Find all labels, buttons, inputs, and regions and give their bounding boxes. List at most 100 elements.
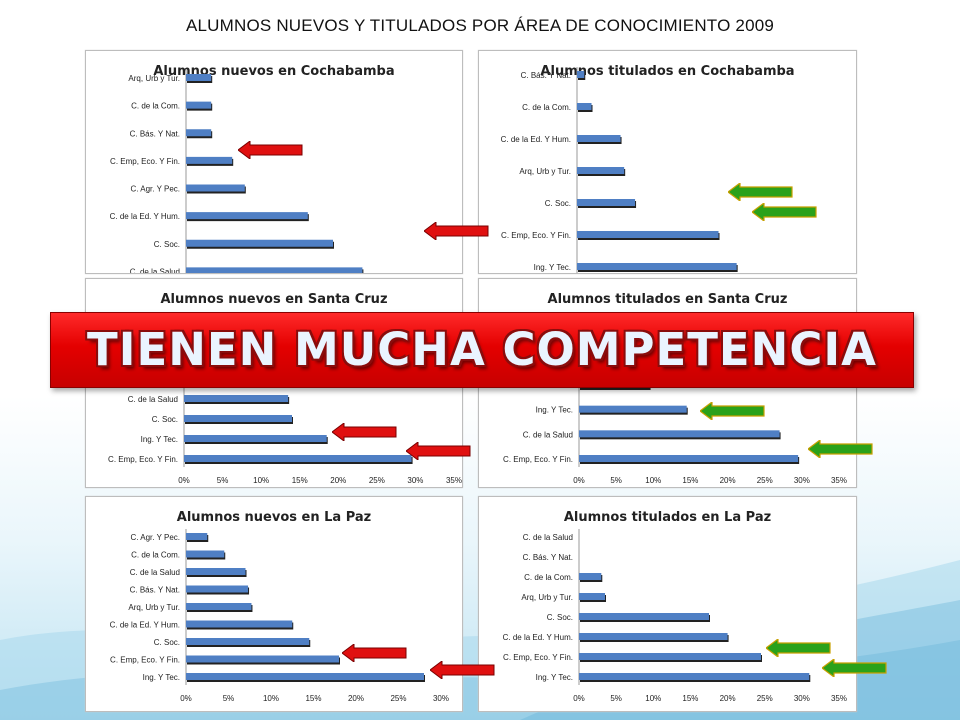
- category-label: C. Emp, Eco. Y Fin.: [501, 231, 571, 240]
- category-label: C. Bás. Y Nat.: [130, 586, 180, 595]
- bar: [186, 184, 245, 192]
- chart-title: Alumnos nuevos en La Paz: [177, 510, 371, 525]
- bar: [577, 135, 621, 142]
- slide-title: ALUMNOS NUEVOS Y TITULADOS POR ÁREA DE C…: [185, 16, 775, 35]
- red-arrow-nuevos-cbba-ing: [424, 222, 489, 240]
- chart-titulados-la-paz: Alumnos titulados en La Paz C. de la Salu…: [503, 510, 847, 703]
- x-tick-label: 5%: [223, 694, 235, 703]
- x-tick-label: 30%: [794, 476, 810, 485]
- category-label: C. Emp, Eco. Y Fin.: [503, 455, 573, 464]
- x-tick-label: 30%: [433, 694, 449, 703]
- x-tick-label: 5%: [217, 476, 229, 485]
- category-label: C. Emp, Eco. Y Fin.: [503, 653, 573, 662]
- bar: [577, 263, 737, 270]
- red-arrow-nuevos-lpz-ing: [430, 661, 495, 679]
- bar: [184, 395, 289, 402]
- chart-panel-nuevos-la-paz: Alumnos nuevos en La Paz C. Agr. Y Pec. C.…: [85, 496, 463, 712]
- x-tick-label: 30%: [407, 476, 423, 485]
- green-arrow-titulados-scz-ing: [700, 402, 765, 420]
- x-tick-label: 0%: [573, 694, 585, 703]
- category-label: C. de la Salud: [130, 568, 180, 577]
- x-tick-label: 15%: [305, 694, 321, 703]
- bar: [186, 212, 308, 220]
- bar: [577, 199, 636, 206]
- red-arrow-nuevos-scz-emp: [406, 442, 471, 460]
- category-label: Arq, Urb y Tur.: [519, 167, 571, 176]
- bar: [186, 568, 246, 575]
- x-tick-label: 0%: [178, 476, 190, 485]
- category-label: Arq, Urb y Tur.: [128, 603, 180, 612]
- bar: [186, 533, 208, 540]
- bar: [186, 101, 212, 109]
- category-label: C. de la Ed. Y Hum.: [503, 633, 573, 642]
- category-label: C. Soc.: [545, 199, 571, 208]
- category-label: C. Emp, Eco. Y Fin.: [108, 455, 178, 464]
- category-label: C. de la Ed. Y Hum.: [110, 621, 180, 630]
- bar: [579, 573, 602, 580]
- chart-title: Alumnos titulados en Cochabamba: [540, 64, 794, 79]
- bar: [186, 673, 424, 680]
- chart-panel-nuevos-cochabamba: Alumnos nuevos en Cochabamba Arq, Urb y T…: [85, 50, 463, 274]
- bar: [579, 653, 761, 660]
- x-tick-label: 20%: [720, 476, 736, 485]
- bar: [579, 673, 810, 680]
- bar: [577, 167, 625, 174]
- x-tick-label: 20%: [330, 476, 346, 485]
- bar: [577, 103, 592, 110]
- x-tick-label: 10%: [645, 694, 661, 703]
- bar: [186, 603, 252, 610]
- x-tick-label: 20%: [348, 694, 364, 703]
- x-tick-label: 20%: [720, 694, 736, 703]
- bar: [186, 239, 333, 247]
- category-label: C. Emp, Eco. Y Fin.: [110, 157, 180, 166]
- category-label: Ing. Y Tec.: [536, 406, 573, 415]
- bar: [184, 435, 327, 442]
- category-label: C. de la Ed. Y Hum.: [110, 212, 180, 221]
- red-arrow-nuevos-scz-ing: [332, 423, 397, 441]
- x-tick-label: 25%: [390, 694, 406, 703]
- bar: [579, 455, 799, 462]
- x-tick-label: 25%: [757, 476, 773, 485]
- bar: [186, 550, 225, 558]
- green-arrow-titulados-cbba-emp: [728, 183, 793, 201]
- bar: [186, 620, 293, 628]
- chart-title: Alumnos titulados en La Paz: [564, 510, 771, 525]
- chart-panel-titulados-la-paz: Alumnos titulados en La Paz C. de la Salu…: [478, 496, 857, 712]
- category-label: C. de la Com.: [522, 103, 571, 112]
- chart-title: Alumnos nuevos en Santa Cruz: [160, 292, 387, 307]
- bar: [186, 129, 212, 137]
- x-tick-label: 15%: [682, 476, 698, 485]
- category-label: Ing. Y Tec.: [536, 673, 573, 682]
- category-label: C. Agr. Y Pec.: [130, 533, 180, 542]
- bar: [579, 593, 605, 600]
- bar: [184, 455, 412, 462]
- category-label: Arq, Urb y Tur.: [521, 593, 573, 602]
- category-label: C. Emp, Eco. Y Fin.: [110, 656, 180, 665]
- green-arrow-titulados-lpz-emp: [766, 639, 831, 657]
- green-arrow-titulados-cbba-ing: [752, 203, 817, 221]
- category-label: C. Soc.: [154, 638, 180, 647]
- bar: [186, 267, 363, 273]
- category-label: C. Bás. Y Nat.: [523, 553, 573, 562]
- bar: [577, 231, 719, 238]
- category-label: Ing. Y Tec.: [141, 435, 178, 444]
- category-label: Arq, Urb y Tur.: [128, 74, 180, 83]
- bar: [186, 585, 249, 593]
- category-label: C. de la Salud: [128, 395, 178, 404]
- x-tick-label: 10%: [253, 476, 269, 485]
- category-label: C. de la Salud: [523, 533, 573, 542]
- category-label: C. Bás. Y Nat.: [130, 129, 180, 138]
- bar: [186, 74, 212, 81]
- banner-text: TIENEN MUCHA COMPETENCIA: [87, 323, 877, 376]
- x-tick-label: 35%: [446, 476, 462, 485]
- x-tick-label: 10%: [645, 476, 661, 485]
- category-label: C. de la Com.: [131, 102, 180, 111]
- bar: [579, 405, 687, 413]
- x-tick-label: 0%: [180, 694, 192, 703]
- category-label: C. de la Salud: [130, 267, 180, 273]
- x-tick-label: 30%: [794, 694, 810, 703]
- bar: [184, 415, 292, 422]
- red-arrow-nuevos-cbba-emp: [238, 141, 303, 159]
- bar: [577, 71, 585, 78]
